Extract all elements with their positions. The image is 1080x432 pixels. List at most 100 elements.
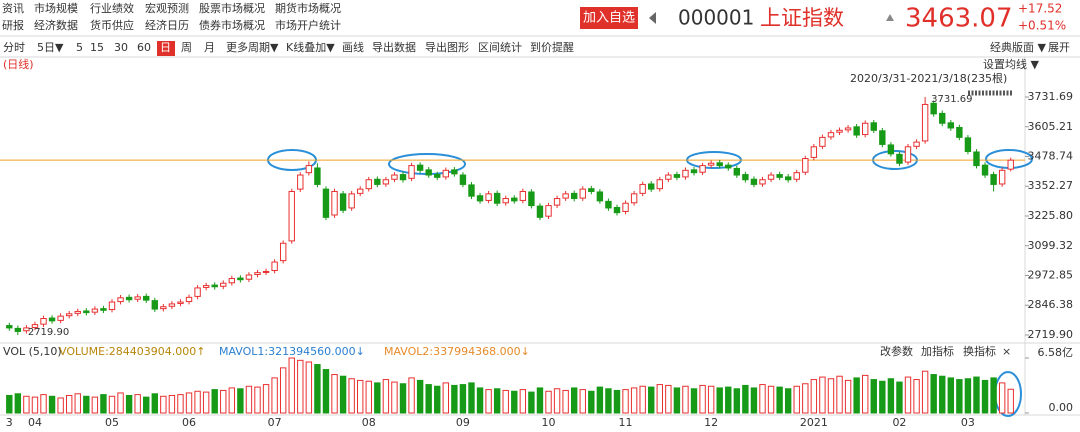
vol-tool[interactable]: 换指标 <box>963 344 996 358</box>
nav-link[interactable]: 研报 <box>2 18 24 32</box>
candle-body <box>545 205 552 217</box>
layout-menu[interactable]: 经典版面 ▼ <box>990 40 1046 54</box>
candle-body <box>391 174 398 180</box>
toolbar-item[interactable]: K线叠加▼ <box>286 40 335 54</box>
candle-body <box>536 205 544 218</box>
vol-tool[interactable]: 加指标 <box>921 344 954 358</box>
nav-link[interactable]: 资讯 <box>2 2 24 15</box>
volume-bar <box>528 391 535 414</box>
prev-icon[interactable] <box>649 12 656 24</box>
nav-link[interactable]: 股票市场概况 <box>199 1 265 15</box>
toolbar-item[interactable]: 到价提醒 <box>530 41 574 54</box>
nav-link[interactable]: 经济数据 <box>34 18 78 32</box>
nav-link[interactable]: 货币供应 <box>90 18 134 32</box>
add-watch-label[interactable]: 加入自选 <box>583 11 635 26</box>
toolbar-item[interactable]: 月 <box>204 41 215 54</box>
candle-body <box>74 310 81 314</box>
candle-body <box>202 285 210 288</box>
nav-link[interactable]: 市场开户统计 <box>275 18 341 32</box>
change: +17.52 <box>1018 2 1062 16</box>
candle-body <box>802 158 809 173</box>
toolbar-item[interactable]: 周 <box>181 41 192 54</box>
candle-body <box>502 198 509 204</box>
volume-bar <box>357 379 364 414</box>
nav-link[interactable]: 市场规模 <box>34 1 78 15</box>
nav-link[interactable]: 债券市场概况 <box>199 18 265 32</box>
toolbar-item[interactable]: 区间统计 <box>478 41 522 54</box>
candle-body <box>493 192 501 204</box>
volume-bar <box>399 383 407 414</box>
x-tick-label: 02 <box>892 416 906 429</box>
volume-bar <box>14 393 22 414</box>
candle-body <box>844 127 852 131</box>
candle-body <box>776 174 783 178</box>
toolbar-item[interactable]: 更多周期▼ <box>226 40 279 54</box>
toolbar-item[interactable]: 30 <box>114 41 128 54</box>
toolbar-item[interactable]: 5日▼ <box>37 41 64 54</box>
volume-bar <box>998 382 1006 414</box>
candle-body <box>707 162 715 166</box>
x-tick-label: 2021 <box>800 416 828 429</box>
candle-body <box>117 297 124 303</box>
candle-body <box>23 327 30 332</box>
volume-bar <box>297 359 304 414</box>
candle-body <box>434 174 441 178</box>
volume-bar <box>365 380 372 414</box>
candle-body <box>57 315 64 321</box>
candle-body <box>921 103 929 142</box>
candle-body <box>759 179 766 185</box>
candle-body <box>956 127 963 138</box>
toolbar-item[interactable]: 画线 <box>342 40 364 54</box>
volume-bar <box>630 387 638 414</box>
volume-bar <box>442 382 450 414</box>
candle-body <box>416 164 424 171</box>
x-tick-label: 03 <box>961 416 975 429</box>
ma-setting[interactable]: 设置均线 ▼ <box>983 57 1039 71</box>
candle-body <box>673 174 681 178</box>
nav-link[interactable]: 宏观预测 <box>145 1 189 15</box>
volume-bar <box>6 394 13 414</box>
alert-icon[interactable] <box>886 14 894 21</box>
volume-bar <box>836 375 843 414</box>
toolbar-item[interactable]: 日 <box>160 41 171 54</box>
volume-bar <box>879 380 886 414</box>
volume-bar <box>57 397 64 414</box>
candle-body <box>981 164 989 176</box>
add-watch-button[interactable] <box>580 7 638 29</box>
volume-bar <box>964 378 972 414</box>
nav-link[interactable]: 期货市场概况 <box>275 1 341 15</box>
toolbar-item[interactable]: 15 <box>90 41 104 54</box>
candle-body <box>365 179 372 190</box>
vol-y-tick-label: 0.00 <box>1049 401 1074 414</box>
volume-bar <box>493 388 501 414</box>
toolbar-item[interactable]: 导出数据 <box>372 40 416 54</box>
volume-bar <box>348 378 355 414</box>
toolbar-item[interactable]: 导出图形 <box>425 40 469 54</box>
volume-bar <box>245 385 253 414</box>
candle-body <box>151 300 158 310</box>
candle-body <box>750 178 758 185</box>
volume-bar <box>382 379 390 414</box>
candle-body <box>784 176 792 181</box>
volume-bar <box>151 393 158 414</box>
nav-link[interactable]: 行业绩效 <box>90 1 134 15</box>
volume-bar <box>391 381 398 414</box>
expand[interactable]: 展开 <box>1048 41 1070 54</box>
candle-body <box>279 242 287 262</box>
toolbar-item[interactable]: 分时 <box>3 41 25 54</box>
candle-body <box>305 165 313 174</box>
volume-bar <box>682 385 689 414</box>
volume-bar <box>784 388 792 414</box>
candle-body <box>100 308 107 311</box>
nav-link[interactable]: 经济日历 <box>145 18 189 32</box>
candle-body <box>699 165 706 173</box>
volume-bar <box>707 385 715 414</box>
volume-bar <box>425 384 432 414</box>
candle-body <box>468 184 475 197</box>
vol-tool[interactable]: 改参数 <box>880 344 913 358</box>
candle-body <box>476 195 484 202</box>
vol-tool[interactable]: × <box>1002 345 1011 358</box>
volume-bar <box>339 375 347 414</box>
toolbar-item[interactable]: 60 <box>137 41 151 54</box>
toolbar-item[interactable]: 5 <box>76 41 83 54</box>
